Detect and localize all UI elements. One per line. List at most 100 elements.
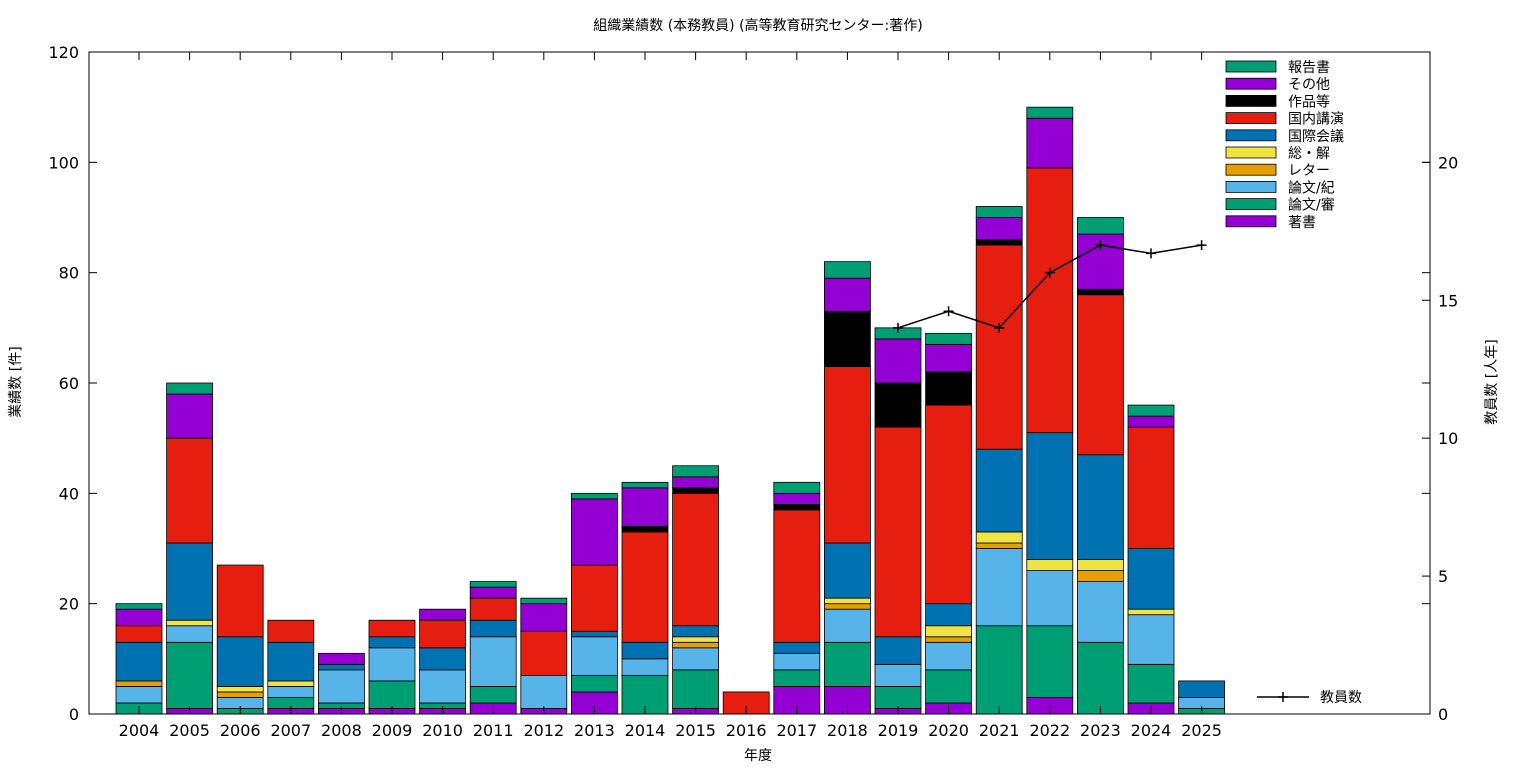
bar-2020-seg-1	[925, 669, 972, 704]
legend-label-9: 著書	[1288, 215, 1316, 231]
bar-2015-seg-7	[672, 487, 719, 494]
bar-2024-seg-4	[1127, 608, 1175, 616]
bar-2020-seg-2	[925, 641, 972, 671]
bar-2006-seg-5	[216, 636, 264, 687]
x-tick-label-2022: 2022	[1029, 721, 1070, 740]
x-tick-label-2005: 2005	[169, 721, 210, 740]
bar-2022-seg-5	[1026, 432, 1074, 560]
bar-2017-seg-6	[773, 509, 821, 643]
bar-2024-seg-8	[1127, 415, 1175, 428]
bar-2019-seg-5	[874, 636, 922, 665]
bar-2022-seg-8	[1026, 117, 1074, 169]
bar-2018-seg-8	[824, 277, 871, 312]
bar-2010-seg-6	[419, 619, 467, 649]
chart-title: 組織業績数 (本務教員) (高等教育研究センター:著作)	[593, 17, 922, 34]
bar-2008-seg-5	[317, 663, 365, 671]
bar-2011-seg-1	[469, 686, 517, 704]
bar-2013-seg-9	[571, 492, 618, 500]
bar-2019-seg-6	[874, 426, 922, 638]
line-point-2021	[994, 322, 1005, 333]
bar-2025-seg-5	[1178, 680, 1225, 698]
bar-2021-seg-9	[975, 206, 1023, 218]
bar-2022-seg-1	[1026, 625, 1074, 698]
bar-2019-seg-8	[874, 338, 922, 384]
bar-2019-seg-7	[874, 382, 922, 428]
y-axis-label: 業績数 [件]	[8, 346, 24, 417]
bar-2004-seg-2	[115, 686, 163, 704]
bar-2023-seg-7	[1077, 288, 1124, 296]
bar-2005-seg-8	[166, 393, 214, 439]
legend-swatch-8	[1225, 198, 1277, 211]
legend-swatch-9	[1225, 215, 1277, 228]
legend-swatch-1	[1225, 77, 1277, 90]
bar-2023-seg-4	[1077, 559, 1124, 571]
bar-2024-seg-5	[1127, 548, 1175, 610]
bar-2015-seg-5	[672, 625, 719, 638]
y-tick-label-2: 40	[59, 484, 79, 503]
bar-2021-seg-3	[975, 542, 1023, 549]
bar-2018-seg-5	[824, 542, 871, 599]
bar-2005-seg-9	[166, 382, 214, 395]
bar-2006-seg-3	[216, 691, 264, 698]
line-point-2025	[1196, 240, 1207, 251]
bar-2014-seg-2	[621, 658, 669, 676]
bar-2018-seg-7	[824, 310, 871, 367]
bar-2004-seg-9	[115, 603, 163, 610]
bar-2018-seg-4	[824, 597, 871, 605]
bar-2004-seg-5	[115, 641, 163, 682]
bar-2020-seg-9	[925, 332, 972, 345]
bar-2020-seg-6	[925, 404, 972, 605]
bar-2013-seg-1	[571, 674, 618, 693]
y-tick-label-5: 100	[48, 153, 79, 172]
bar-2009-seg-2	[368, 647, 416, 682]
bar-2006-seg-4	[216, 686, 264, 693]
bar-2008-seg-8	[317, 652, 365, 665]
x-tick-label-2010: 2010	[422, 721, 463, 740]
bar-2013-seg-8	[571, 498, 618, 566]
bar-2015-seg-2	[672, 647, 719, 671]
bar-2010-seg-5	[419, 647, 467, 671]
bar-2012-seg-8	[520, 603, 568, 632]
bar-2021-seg-4	[975, 531, 1023, 544]
y2-axis-label: 教員数 [人年]	[1484, 339, 1500, 424]
bar-2012-seg-9	[520, 597, 568, 605]
bar-2018-seg-2	[824, 608, 871, 643]
bar-2009-seg-5	[368, 636, 416, 649]
bar-2023-seg-2	[1077, 581, 1124, 643]
line-point-2023	[1095, 240, 1106, 251]
bar-2015-seg-4	[672, 636, 719, 643]
bar-2004-seg-3	[115, 680, 163, 687]
bar-2017-seg-7	[773, 503, 821, 511]
bar-2020-seg-8	[925, 343, 972, 373]
bar-2021-seg-6	[975, 244, 1023, 450]
y-tick-label-0: 0	[69, 705, 79, 724]
bar-2018-seg-1	[824, 641, 871, 687]
y2-tick-label-0: 0	[1438, 705, 1448, 724]
axes-layer: 0 20 40 60 80 100 120 0 5 10 15 20 2004 2005 2006 2007 2…	[48, 43, 1458, 740]
bar-2013-seg-6	[571, 564, 618, 632]
bar-2024-seg-9	[1127, 404, 1175, 417]
legend-swatch-3	[1225, 112, 1277, 124]
bar-2014-seg-7	[621, 526, 669, 533]
x-tick-label-2011: 2011	[473, 721, 514, 740]
bar-2011-seg-9	[469, 581, 517, 588]
y2-tick-label-2: 10	[1438, 429, 1458, 448]
bar-2005-seg-5	[166, 542, 214, 621]
y-tick-label-6: 120	[48, 43, 79, 62]
bar-2020-seg-3	[925, 636, 972, 643]
bar-2022-seg-9	[1026, 106, 1074, 119]
bar-2007-seg-5	[267, 641, 315, 682]
bar-2009-seg-6	[368, 619, 416, 638]
bar-2004-seg-6	[115, 625, 163, 643]
bar-2022-seg-4	[1026, 559, 1074, 571]
bar-2017-seg-9	[773, 481, 821, 494]
bar-2024-seg-1	[1127, 663, 1175, 704]
bar-2013-seg-5	[571, 630, 618, 638]
bar-2010-seg-8	[419, 608, 467, 621]
legend-label-6: レター	[1288, 163, 1330, 179]
line-layer	[893, 240, 1207, 333]
y-tick-label-3: 60	[59, 374, 79, 393]
bar-2017-seg-2	[773, 652, 821, 671]
bar-2019-seg-1	[874, 686, 922, 709]
